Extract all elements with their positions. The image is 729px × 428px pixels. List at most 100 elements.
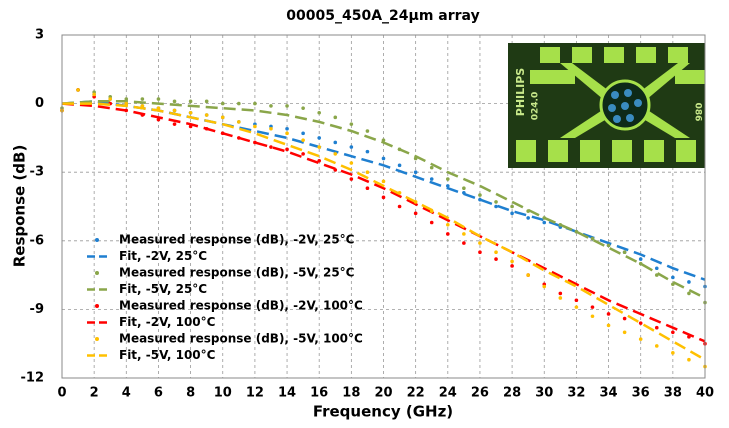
data-point [301, 106, 305, 110]
data-point [156, 97, 161, 101]
y-tick-label: -6 [30, 233, 44, 248]
data-point [108, 97, 113, 101]
data-point [269, 126, 273, 131]
legend-marker [95, 304, 99, 308]
data-point [606, 243, 611, 248]
data-point [172, 99, 177, 104]
data-point [687, 280, 691, 284]
inset-pads [516, 47, 705, 162]
data-point [542, 220, 547, 225]
x-axis-label: Frequency (GHz) [313, 403, 453, 421]
data-point [429, 177, 434, 181]
data-point [301, 138, 305, 142]
plot-frame [61, 34, 706, 379]
legend-marker [95, 337, 99, 341]
data-point [237, 120, 241, 124]
data-point [494, 257, 498, 261]
data-point [413, 170, 418, 174]
data-point [269, 104, 273, 108]
data-point [365, 186, 370, 191]
data-point [558, 291, 563, 296]
data-point [429, 220, 434, 225]
data-point [76, 88, 80, 92]
data-point [333, 140, 338, 145]
data-point [429, 165, 434, 170]
data-point [558, 296, 563, 300]
legend-label: Fit, -2V, 100°C [119, 315, 216, 329]
data-point [510, 259, 514, 264]
x-tick-label: 30 [535, 386, 553, 401]
y-tick-label: -12 [21, 371, 45, 386]
data-point [526, 216, 530, 220]
inset-photo: PHILIPS 024.0 086 [508, 43, 705, 168]
data-point [317, 136, 322, 140]
data-point [494, 204, 498, 209]
data-point [285, 104, 289, 108]
data-point [156, 106, 161, 110]
data-point [140, 104, 145, 108]
fit-line [61, 100, 706, 281]
y-axis-label: Response (dB) [11, 145, 29, 268]
plot-data [60, 88, 707, 369]
data-point [622, 330, 627, 335]
data-point [317, 110, 322, 115]
data-point [446, 177, 450, 181]
data-point [188, 110, 193, 115]
data-point [687, 291, 691, 296]
data-point [204, 113, 209, 117]
x-tick-label: 20 [374, 386, 392, 401]
data-point [638, 337, 643, 341]
x-tick-label: 22 [407, 386, 425, 401]
data-point [638, 257, 643, 261]
inset-label: 024.0 [531, 92, 541, 120]
data-point [220, 115, 225, 120]
y-tick-label: -9 [30, 302, 44, 317]
data-point [349, 122, 354, 126]
data-point [671, 351, 675, 355]
data-point [188, 99, 193, 104]
fit-line [61, 102, 706, 343]
x-tick-label: 16 [310, 386, 328, 401]
inset-dots [608, 89, 642, 123]
y-tick-label: 3 [35, 28, 44, 43]
data-point [654, 266, 659, 271]
data-point [204, 99, 209, 104]
data-point [365, 149, 370, 154]
x-tick-label: 26 [471, 386, 489, 401]
x-tick-label: 12 [246, 386, 264, 401]
legend-label: Measured response (dB), -5V, 25°C [119, 266, 355, 280]
data-point [301, 152, 305, 156]
data-point [446, 232, 450, 236]
data-point [671, 330, 675, 335]
x-tick-label: 2 [90, 386, 99, 401]
legend-marker [95, 238, 99, 242]
data-point [333, 115, 338, 120]
data-point [349, 161, 354, 165]
data-point [590, 305, 595, 309]
data-point [381, 195, 386, 200]
data-point [124, 101, 129, 106]
data-point [381, 156, 386, 161]
data-point [397, 163, 402, 168]
data-point [365, 170, 370, 174]
data-point [638, 321, 643, 325]
data-point [462, 232, 466, 236]
data-point [590, 314, 595, 319]
data-point [478, 250, 482, 255]
x-tick-label: 14 [278, 386, 296, 401]
data-point [92, 92, 96, 97]
data-point [494, 250, 498, 255]
data-point [269, 145, 273, 149]
data-point [574, 298, 579, 303]
data-point [510, 264, 514, 268]
x-tick-label: 0 [57, 386, 66, 401]
x-tick-label: 38 [664, 386, 682, 401]
data-point [237, 101, 241, 106]
data-point [510, 211, 514, 216]
data-point [172, 108, 177, 113]
legend-label: Measured response (dB), -2V, 25°C [119, 233, 355, 247]
x-tick-label: 24 [439, 386, 457, 401]
legend-label: Measured response (dB), -2V, 100°C [119, 299, 363, 313]
legend-label: Fit, -5V, 25°C [119, 282, 207, 296]
